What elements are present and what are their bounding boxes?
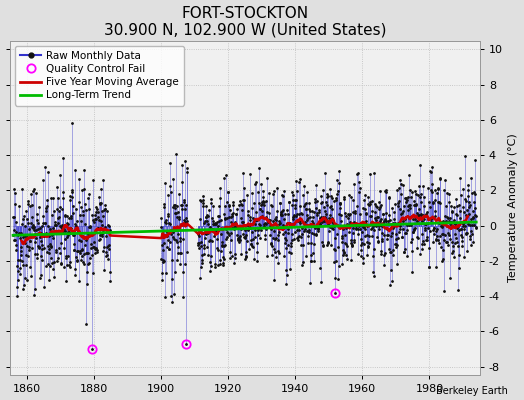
Title: FORT-STOCKTON
30.900 N, 102.900 W (United States): FORT-STOCKTON 30.900 N, 102.900 W (Unite… xyxy=(104,6,386,38)
Y-axis label: Temperature Anomaly (°C): Temperature Anomaly (°C) xyxy=(508,134,518,282)
Text: Berkeley Earth: Berkeley Earth xyxy=(436,386,508,396)
Legend: Raw Monthly Data, Quality Control Fail, Five Year Moving Average, Long-Term Tren: Raw Monthly Data, Quality Control Fail, … xyxy=(15,46,184,106)
